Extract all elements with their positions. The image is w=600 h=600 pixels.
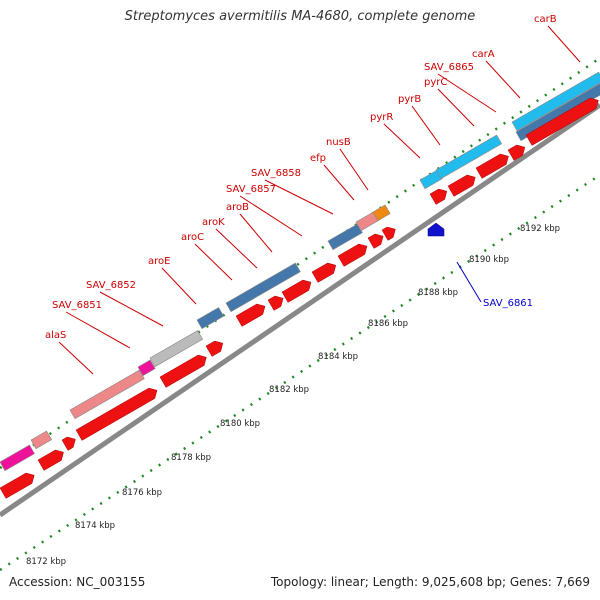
category-box xyxy=(225,262,301,313)
cds-track xyxy=(0,97,599,499)
gene-label-sav-6851: SAV_6851 xyxy=(52,300,102,311)
gene-label-sav-6861: SAV_6861 xyxy=(483,298,533,309)
ruler-tick-label: 8172 kbp xyxy=(26,557,66,567)
gene-label-aroc: aroC xyxy=(181,232,204,243)
ruler-tick-label: 8184 kbp xyxy=(318,352,358,362)
label-leader-line xyxy=(58,341,94,375)
gene-label-pyrc: pyrC xyxy=(424,77,447,88)
gene-label-sav-6858: SAV_6858 xyxy=(251,168,301,179)
reverse-cds-arrow xyxy=(427,222,445,237)
cds-arrow xyxy=(429,188,448,205)
gene-label-sav-6857: SAV_6857 xyxy=(226,184,276,195)
cds-arrow xyxy=(75,387,158,441)
gene-label-sav-6865: SAV_6865 xyxy=(424,62,474,73)
cds-arrow xyxy=(507,144,526,161)
label-leader-line xyxy=(239,213,273,253)
category-box xyxy=(149,330,204,368)
label-leader-line xyxy=(161,267,197,305)
label-leader-line xyxy=(456,261,482,303)
label-leader-line xyxy=(437,88,475,127)
label-leader-line xyxy=(547,25,581,63)
gene-label-pyrr: pyrR xyxy=(370,112,393,123)
gene-label-efp: efp xyxy=(310,153,326,164)
cds-arrow xyxy=(337,243,368,267)
ruler-tick-label: 8182 kbp xyxy=(269,385,309,395)
label-leader-line xyxy=(411,105,441,146)
label-leader-line xyxy=(485,60,521,99)
feature-category-track xyxy=(0,71,600,472)
gene-label-carb: carB xyxy=(534,14,557,25)
label-leader-line xyxy=(99,291,164,327)
topology-text: Topology: linear; Length: 9,025,608 bp; … xyxy=(270,575,590,589)
reverse-strand-track xyxy=(427,222,445,237)
label-leader-line xyxy=(264,179,334,215)
cds-arrow xyxy=(0,472,35,499)
category-box xyxy=(196,307,225,330)
cds-arrow xyxy=(235,303,266,327)
ruler-tick-label: 8192 kbp xyxy=(520,224,560,234)
cds-arrow xyxy=(281,279,312,303)
category-box xyxy=(30,430,52,450)
ruler-tick-label: 8188 kbp xyxy=(418,288,458,298)
cds-arrow xyxy=(61,436,76,451)
ruler-tick-label: 8180 kbp xyxy=(220,419,260,429)
gene-label-arok: aroK xyxy=(202,217,225,228)
position-ruler: 8172 kbp 8174 kbp 8176 kbp 8178 kbp 8180 kbp… xyxy=(26,224,560,567)
accession-text: Accession: NC_003155 xyxy=(9,575,146,589)
gene-label-cara: carA xyxy=(472,49,495,60)
gene-label-nusb: nusB xyxy=(326,137,351,148)
backbone-line xyxy=(0,102,600,518)
category-box xyxy=(137,359,156,377)
dotted-guide-lines xyxy=(0,56,600,572)
ruler-tick-label: 8178 kbp xyxy=(171,453,211,463)
label-leader-line xyxy=(194,243,233,281)
label-leader-line xyxy=(239,195,303,237)
cds-arrow xyxy=(311,262,337,283)
category-box xyxy=(511,71,600,132)
cds-arrow xyxy=(525,97,599,146)
gene-label-pyrb: pyrB xyxy=(398,94,421,105)
ruler-tick-label: 8174 kbp xyxy=(75,521,115,531)
label-leader-line xyxy=(437,73,497,113)
cds-arrow xyxy=(267,295,284,311)
category-box xyxy=(435,134,503,180)
category-box xyxy=(69,369,145,420)
cds-arrow xyxy=(37,449,64,471)
cds-arrow xyxy=(205,340,224,357)
category-box xyxy=(515,83,600,142)
label-leader-line xyxy=(383,123,421,159)
label-leader-lines xyxy=(58,25,581,375)
label-leader-line xyxy=(65,311,131,349)
ruler-tick-label: 8176 kbp xyxy=(122,488,162,498)
gene-label-alas: alaS xyxy=(45,330,66,341)
gene-label-arob: aroB xyxy=(226,202,249,213)
label-leader-line xyxy=(215,228,258,269)
category-box xyxy=(327,223,363,251)
label-leader-line xyxy=(339,148,369,191)
cds-arrow xyxy=(367,233,384,249)
cds-arrow xyxy=(475,153,509,179)
category-box xyxy=(372,204,391,222)
gene-label-aroe: aroE xyxy=(148,256,170,267)
map-title: Streptomyces avermitilis MA-4680, comple… xyxy=(124,9,476,24)
ruler-tick-label: 8186 kbp xyxy=(368,319,408,329)
category-box xyxy=(419,169,443,190)
cds-arrow xyxy=(159,354,207,388)
cds-arrow xyxy=(447,174,476,197)
gene-label-sav-6852: SAV_6852 xyxy=(86,280,136,291)
category-box xyxy=(0,444,35,472)
cds-arrow xyxy=(381,226,396,241)
label-leader-line xyxy=(323,164,355,201)
ruler-tick-label: 8190 kbp xyxy=(469,255,509,265)
